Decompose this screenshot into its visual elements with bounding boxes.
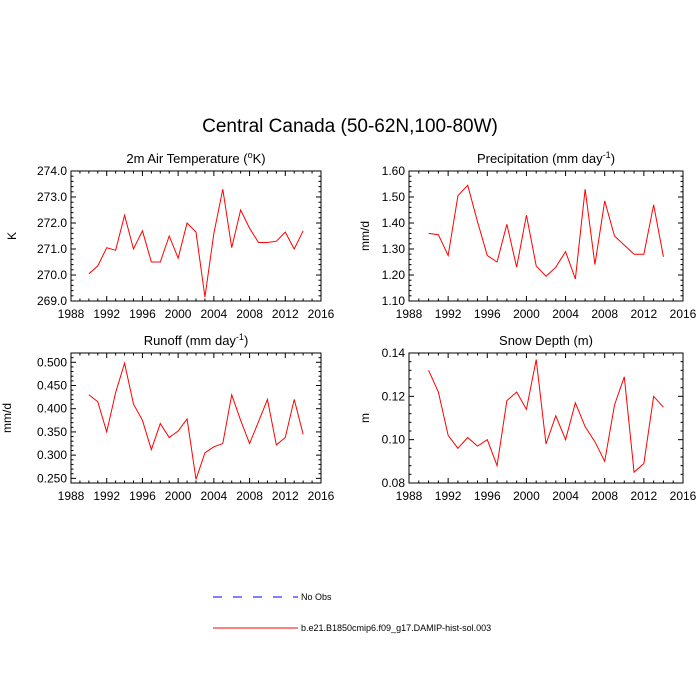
x-tick-label: 1988 (58, 307, 85, 321)
y-tick-label: 0.10 (382, 433, 406, 447)
x-tick-label: 2000 (513, 307, 540, 321)
plot-frame (70, 352, 322, 484)
x-tick-label: 1996 (474, 489, 501, 503)
x-tick-label: 2012 (631, 489, 658, 503)
series-line (428, 359, 664, 474)
y-tick-label: 0.500 (37, 355, 67, 369)
plot-frame (70, 170, 322, 302)
y-tick-label: 1.20 (382, 268, 406, 282)
x-tick-label: 2016 (670, 307, 697, 321)
legend-label-1: No Obs (301, 592, 332, 602)
x-tick-label: 2004 (552, 489, 579, 503)
plot-frame (408, 352, 684, 484)
panel-title: Snow Depth (m) (499, 333, 593, 348)
y-tick-label: 271.0 (37, 242, 67, 256)
y-tick-label: 0.350 (37, 425, 67, 439)
legend: No Obs b.e21.B1850cmip6.f09_g17.DAMIP-his… (213, 592, 491, 633)
y-tick-label: 1.60 (382, 164, 406, 178)
x-tick-label: 2012 (272, 489, 299, 503)
x-tick-label: 2000 (513, 489, 540, 503)
y-tick-label: 270.0 (37, 268, 67, 282)
y-tick-label: 0.300 (37, 448, 67, 462)
chart-panel-4: Snow Depth (m) 1988 1992 1996 2000 2004 2008 20… (358, 333, 697, 503)
x-tick-label: 2016 (308, 307, 335, 321)
panel-title: 2m Air Temperature (oK) (126, 150, 265, 166)
legend-label-2: b.e21.B1850cmip6.f09_g17.DAMIP-hist-sol.… (301, 623, 491, 633)
plot-frame (408, 170, 684, 302)
x-tick-label: 2004 (552, 307, 579, 321)
x-tick-label: 1988 (396, 489, 423, 503)
x-tick-label: 2008 (591, 307, 618, 321)
chart-panel-2: Precipitation (mm day-1) 1988 1992 1996 2000… (358, 150, 697, 321)
x-tick-label: 1988 (58, 489, 85, 503)
x-tick-label: 1996 (474, 307, 501, 321)
y-tick-label: 0.400 (37, 402, 67, 416)
x-tick-label: 1992 (93, 489, 120, 503)
x-tick-label: 2012 (631, 307, 658, 321)
x-tick-label: 2000 (165, 307, 192, 321)
x-tick-label: 2008 (236, 307, 263, 321)
x-tick-label: 2004 (201, 489, 228, 503)
x-tick-label: 2000 (165, 489, 192, 503)
x-tick-label: 1992 (435, 307, 462, 321)
y-axis-label: K (5, 232, 19, 240)
x-tick-label: 2008 (591, 489, 618, 503)
y-axis-label: mm/d (0, 403, 14, 433)
x-tick-label: 2004 (201, 307, 228, 321)
panel-title: Precipitation (mm day-1) (477, 150, 615, 166)
series-line (88, 189, 304, 298)
y-tick-label: 0.250 (37, 471, 67, 485)
series-line (88, 361, 304, 480)
y-tick-label: 272.0 (37, 216, 67, 230)
y-tick-label: 1.40 (382, 216, 406, 230)
series-line (428, 184, 664, 280)
y-tick-label: 273.0 (37, 190, 67, 204)
x-tick-label: 1996 (129, 307, 156, 321)
x-tick-label: 2016 (670, 489, 697, 503)
y-tick-label: 269.0 (37, 294, 67, 308)
x-tick-label: 1992 (93, 307, 120, 321)
x-tick-label: 1996 (129, 489, 156, 503)
x-tick-label: 1988 (396, 307, 423, 321)
y-axis-label: m (358, 413, 372, 423)
y-tick-label: 0.450 (37, 379, 67, 393)
y-tick-label: 0.12 (382, 389, 406, 403)
x-tick-label: 2008 (236, 489, 263, 503)
y-tick-label: 1.10 (382, 294, 406, 308)
x-tick-label: 2012 (272, 307, 299, 321)
panel-title: Runoff (mm day-1) (144, 332, 249, 348)
x-tick-label: 2016 (308, 489, 335, 503)
y-tick-label: 0.14 (382, 346, 406, 360)
y-tick-label: 1.50 (382, 190, 406, 204)
y-axis-label: mm/d (358, 221, 372, 251)
chart-panel-3: Runoff (mm day-1) 1988 1992 1996 2000 2004 200… (0, 332, 335, 503)
figure-title: Central Canada (50-62N,100-80W) (202, 116, 498, 137)
y-tick-label: 0.08 (382, 476, 406, 490)
y-tick-label: 1.30 (382, 242, 406, 256)
x-tick-label: 1992 (435, 489, 462, 503)
chart-panel-1: 2m Air Temperature (oK) 1988 1992 1996 2000 2… (5, 150, 335, 321)
y-tick-label: 274.0 (37, 164, 67, 178)
